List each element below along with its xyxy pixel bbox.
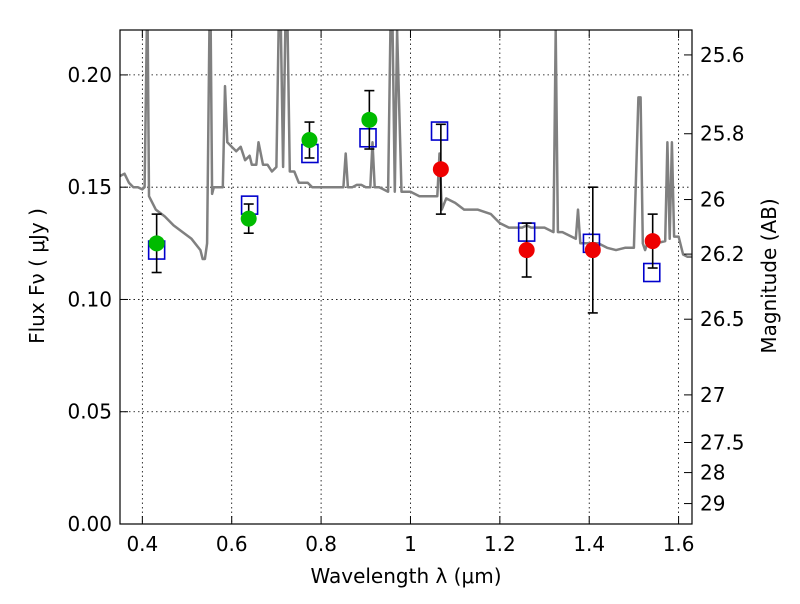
observed-point-red	[644, 233, 661, 250]
y-axis-label: Flux Fν ( μJy )	[25, 208, 49, 344]
right-axis-label: Magnitude (AB)	[757, 198, 781, 353]
right-tick-label: 28	[700, 461, 725, 485]
spectrum-layer	[120, 30, 692, 261]
right-tick-label: 27	[700, 383, 725, 407]
right-tick-label: 29	[700, 492, 725, 516]
tick-layer: 0.4 0.6 0.8 1 1.2 1.4 1.6 0.00 0.05 0.10 0.15 0.20 2…	[67, 30, 745, 556]
plot-frame	[119, 29, 693, 525]
right-tick-label: 26.2	[700, 242, 745, 266]
x-tick-label: 1	[404, 532, 417, 556]
y-tick-label: 0.15	[67, 175, 112, 199]
grid-layer	[120, 30, 692, 524]
y-tick-label: 0.10	[67, 287, 112, 311]
x-tick-label: 0.8	[305, 532, 337, 556]
observed-point-red	[584, 242, 601, 259]
x-tick-label: 0.6	[216, 532, 248, 556]
right-tick-label: 25.6	[700, 43, 745, 67]
observed-point-red	[432, 161, 449, 178]
marker-layer	[147, 89, 661, 314]
right-tick-label: 26	[700, 188, 725, 212]
template-spectrum-line	[120, 30, 692, 261]
observed-point-green	[301, 132, 318, 149]
y-tick-label: 0.05	[67, 400, 112, 424]
x-tick-label: 1.6	[663, 532, 695, 556]
right-tick-label: 27.5	[700, 430, 745, 454]
observed-point-green	[240, 210, 257, 227]
model-box-marker	[359, 127, 377, 148]
y-tick-label: 0.00	[67, 512, 112, 536]
x-tick-label: 1.4	[573, 532, 605, 556]
observed-point-red	[518, 242, 535, 259]
model-box-marker	[430, 121, 449, 141]
observed-point-green	[361, 111, 378, 128]
right-tick-label: 26.5	[700, 307, 745, 331]
observed-point-green	[148, 235, 165, 252]
model-box-marker	[642, 262, 661, 283]
y-tick-label: 0.20	[67, 63, 112, 87]
x-tick-label: 0.4	[126, 532, 158, 556]
x-tick-label: 1.2	[484, 532, 516, 556]
right-tick-label: 25.8	[700, 122, 745, 146]
x-axis-label: Wavelength λ (μm)	[310, 564, 501, 588]
